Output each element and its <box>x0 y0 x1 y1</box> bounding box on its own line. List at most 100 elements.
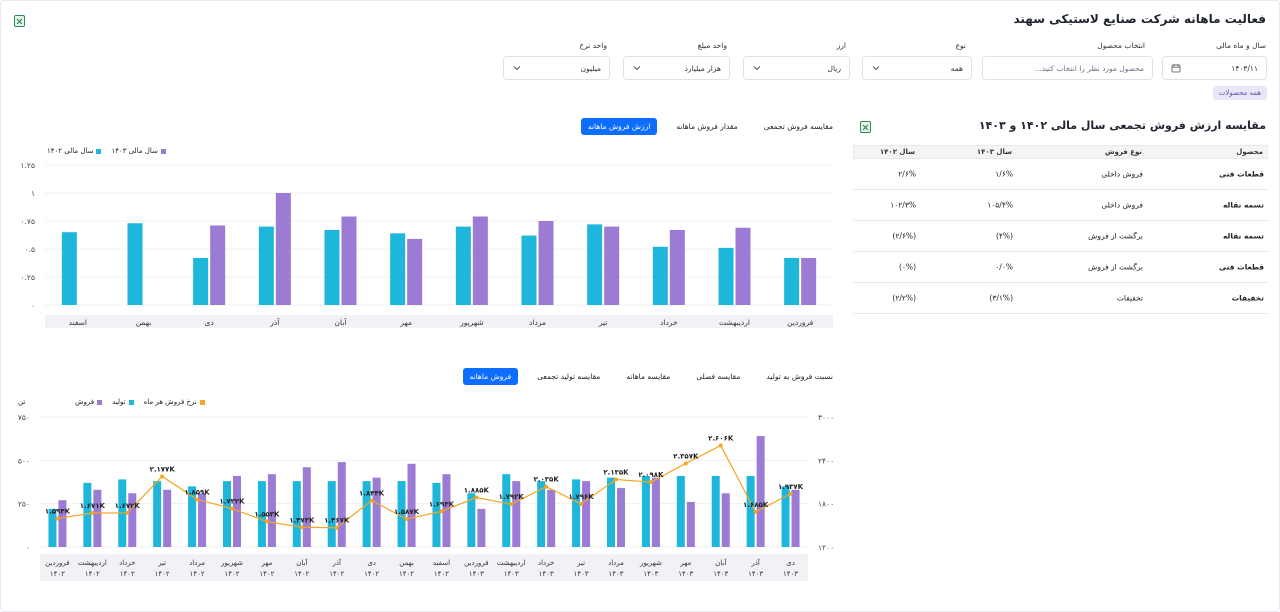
bar-1403 <box>472 216 488 305</box>
legend-item[interactable]: فروش <box>75 398 103 406</box>
rate-point <box>160 474 165 479</box>
bar-1403 <box>210 225 226 305</box>
x-tick-label-year: ۱۴۰۲ <box>364 570 379 578</box>
x-tick-label: مهر <box>260 559 272 567</box>
bar-production <box>711 475 720 547</box>
table-row: قطعات فنی برگشت از فروش ۰/۰% (۰%) <box>853 252 1268 283</box>
legend-item[interactable]: نرخ فروش هر ماه <box>144 398 205 406</box>
x-tick-label-year: ۱۴۰۳ <box>469 570 484 578</box>
x-tick-label-year: ۱۴۰۳ <box>748 570 763 578</box>
bar-sales <box>302 467 311 547</box>
bar-sales <box>233 475 241 547</box>
bar-production <box>537 481 546 547</box>
fiscal-label: سال و ماه مالی <box>1216 41 1266 50</box>
cell-product: تسمه نقاله <box>1222 231 1264 241</box>
rate-label: ۱.۸۵۹K <box>184 488 210 496</box>
excel-export-icon[interactable] <box>860 121 871 133</box>
rate-unit-select[interactable]: میلیون <box>503 56 610 80</box>
cell-1402: (۲/۶%) <box>892 231 916 241</box>
tab-cumulative-production[interactable]: مقایسه تولید تجمعی <box>537 372 601 381</box>
rate-label: ۱.۴۶۷K <box>324 517 350 525</box>
bar-production <box>292 481 301 547</box>
rate-label: ۲.۰۳۵K <box>534 476 560 484</box>
product-select[interactable]: محصول مورد نظر را انتخاب کنید... <box>982 56 1153 80</box>
legend-item[interactable]: تولید <box>112 398 134 406</box>
x-tick-label: فروردین <box>787 318 814 327</box>
x-tick-label: اسفند <box>69 318 87 327</box>
x-tick-label-year: ۱۴۰۲ <box>294 570 309 578</box>
tab-monthly-sales[interactable]: فروش ماهانه <box>462 368 519 385</box>
bar-sales <box>93 489 102 547</box>
calendar-icon <box>1171 64 1181 73</box>
x-tick-label: شهریور <box>459 318 483 327</box>
cell-product: تسمه نقاله <box>1222 200 1264 210</box>
summary-title: مقایسه ارزش فروش تجمعی سال مالی ۱۴۰۲ و ۱… <box>978 119 1266 132</box>
rate-point <box>55 516 60 521</box>
type-select[interactable]: همه <box>862 56 972 80</box>
tab-monthly-sales-value[interactable]: ارزش فروش ماهانه <box>580 118 658 135</box>
x-tick-label: مرداد <box>529 318 546 327</box>
bar-sales <box>547 489 556 547</box>
rate-label: ۱.۵۵۳K <box>254 511 280 519</box>
x-tick-label-year: ۱۴۰۲ <box>155 570 170 578</box>
all-products-badge[interactable]: همه محصولات <box>1212 86 1267 100</box>
rate-label: ۱.۶۹۳K <box>429 500 455 508</box>
tab-sales-production-ratio[interactable]: نسبت فروش به تولید <box>766 372 833 381</box>
tab-seasonal-comparison[interactable]: مقایسه فصلی <box>696 372 741 381</box>
chevron-down-icon <box>753 66 761 71</box>
tab-monthly-sales-quantity[interactable]: مقدار فروش ماهانه <box>676 122 738 131</box>
legend-item[interactable]: سال مالی ۱۴۰۳ <box>111 147 166 155</box>
y-tick-label: ۱ <box>31 189 35 198</box>
x-axis-band <box>45 315 833 328</box>
rate-point <box>718 443 723 448</box>
bar-production <box>746 475 755 547</box>
amount-unit-select[interactable]: هزار میلیارد <box>623 56 730 80</box>
top-chart-tabs: ارزش فروش ماهانه مقدار فروش ماهانه مقایس… <box>580 118 840 135</box>
y-tick-label: ۰ <box>31 301 35 310</box>
x-tick-label-year: ۱۴۰۲ <box>259 570 274 578</box>
legend-item[interactable]: سال مالی ۱۴۰۲ <box>47 147 102 155</box>
legend-label: سال مالی ۱۴۰۳ <box>111 147 158 155</box>
bar-1403 <box>669 229 685 305</box>
bar-1403 <box>538 221 554 305</box>
x-tick-label: خرداد <box>119 559 135 567</box>
excel-export-icon[interactable] <box>14 15 25 27</box>
table-row: تسمه نقاله فروش داخلی ۱۰۵/۴% ۱۰۲/۳% <box>853 190 1268 221</box>
bar-sales <box>442 474 451 547</box>
chevron-down-icon <box>513 66 521 71</box>
bar-sales <box>477 508 486 547</box>
x-tick-label-year: ۱۴۰۲ <box>50 570 65 578</box>
rate-point <box>299 525 304 530</box>
bar-1402 <box>127 223 143 305</box>
fiscal-date-picker[interactable]: ۱۴۰۳/۱۱ <box>1162 56 1267 80</box>
rate-label: ۱.۵۸۷K <box>394 508 420 516</box>
x-tick-label: آبان <box>296 558 308 567</box>
x-tick-label: مرداد <box>189 559 205 567</box>
tab-monthly-comparison[interactable]: مقایسه ماهانه <box>626 372 671 381</box>
x-tick-label-year: ۱۴۰۳ <box>574 570 589 578</box>
legend-label: فروش <box>75 398 95 406</box>
bar-sales <box>163 489 172 547</box>
tab-cumulative-sales[interactable]: مقایسه فروش تجمعی <box>763 122 833 131</box>
rate-label: ۱.۸۸۵K <box>464 487 490 495</box>
y-right-tick-label: ۱۸۰۰ <box>818 500 834 509</box>
cell-1402: (۰%) <box>898 262 916 272</box>
bar-sales <box>791 489 800 547</box>
rate-label: ۱.۸۴۴K <box>359 489 385 497</box>
currency-select[interactable]: ریال <box>743 56 850 80</box>
header-1402: سال ۱۴۰۲ <box>879 148 915 156</box>
x-tick-label-year: ۱۴۰۳ <box>678 570 693 578</box>
product-placeholder: محصول مورد نظر را انتخاب کنید... <box>1034 63 1144 73</box>
rate-line <box>57 444 791 529</box>
chevron-down-icon <box>872 66 880 71</box>
amount-unit-label: واحد مبلغ <box>697 41 727 50</box>
bar-sales <box>686 501 695 547</box>
cell-sale-type: برگشت از فروش <box>1088 262 1143 272</box>
rate-point <box>579 501 584 506</box>
rate-point <box>90 510 95 515</box>
x-tick-label-year: ۱۴۰۳ <box>504 570 519 578</box>
page-title: فعالیت ماهانه شرکت صنایع لاستیکی سهند <box>1013 12 1266 26</box>
left-axis-unit: تن <box>18 398 26 406</box>
x-tick-label: دی <box>205 318 214 327</box>
rate-label: ۱.۹۳۷K <box>778 483 804 491</box>
